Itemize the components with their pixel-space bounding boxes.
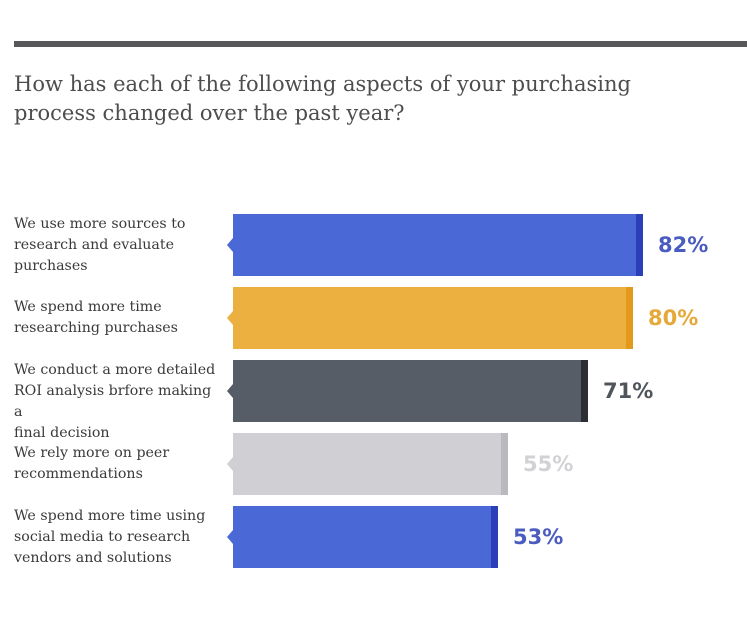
bar-pointer-notch xyxy=(227,238,233,252)
bar-pointer-notch xyxy=(227,457,233,471)
bar xyxy=(227,287,633,349)
bar xyxy=(227,360,588,422)
bar xyxy=(227,214,643,276)
bar-end-cap xyxy=(581,360,588,422)
bar-end-cap xyxy=(501,433,508,495)
bar-pointer-notch xyxy=(227,311,233,325)
value-label: 55% xyxy=(523,452,574,476)
category-label: We rely more on peer recommendations xyxy=(14,445,170,482)
value-label: 53% xyxy=(513,525,564,549)
category-label: We spend more time using social media to… xyxy=(14,507,206,566)
category-label: We spend more time researching purchases xyxy=(14,299,178,336)
bar-pointer-notch xyxy=(227,384,233,398)
bar xyxy=(227,433,508,495)
value-label: 71% xyxy=(603,379,654,403)
bar-end-cap xyxy=(636,214,643,276)
bar-pointer-notch xyxy=(227,530,233,544)
bar-end-cap xyxy=(626,287,633,349)
category-label: We use more sources to research and eval… xyxy=(14,215,186,274)
chart-title: How has each of the following aspects of… xyxy=(14,72,631,125)
bar xyxy=(227,506,498,568)
category-label: We conduct a more detailed ROI analysis … xyxy=(14,361,216,441)
bar-end-cap xyxy=(491,506,498,568)
value-label: 82% xyxy=(658,233,709,257)
value-label: 80% xyxy=(648,306,699,330)
header-divider xyxy=(14,41,747,47)
